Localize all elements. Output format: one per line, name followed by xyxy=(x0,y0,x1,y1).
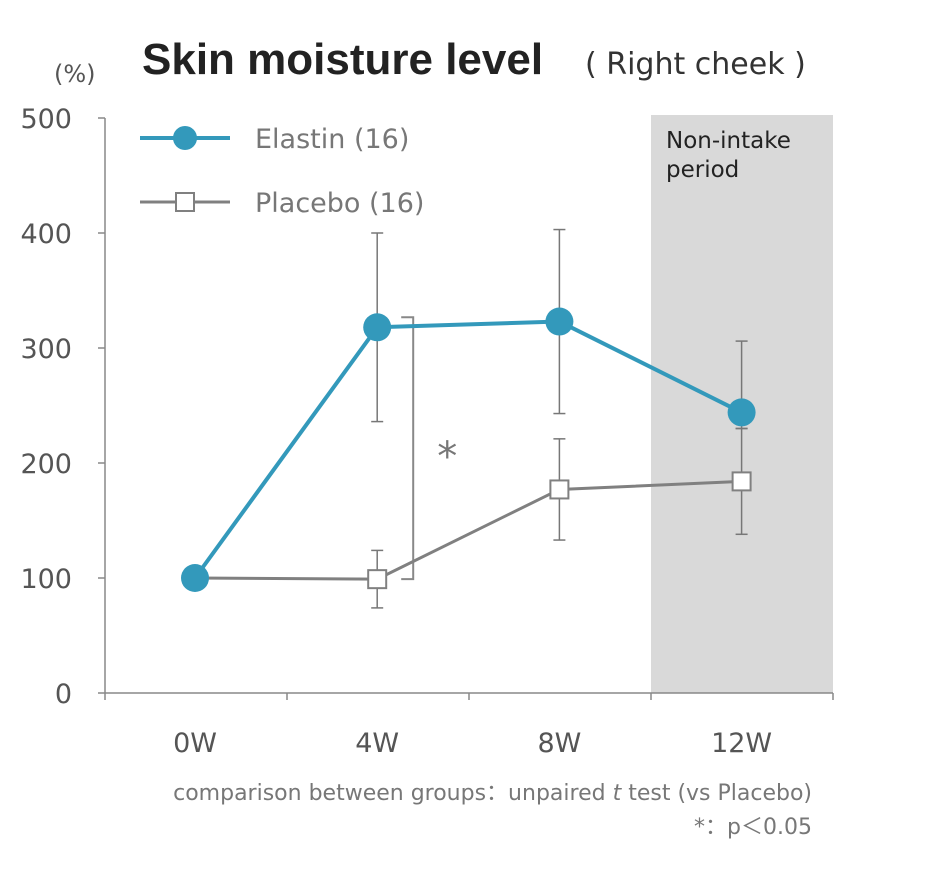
legend-elastin-marker xyxy=(173,126,197,150)
legend-elastin-label: Elastin (16) xyxy=(255,124,409,155)
x-tick-label: 8W xyxy=(537,728,581,759)
y-tick-label: 200 xyxy=(20,449,72,480)
legend-placebo-marker xyxy=(175,192,195,212)
series-line-placebo xyxy=(194,479,742,581)
y-tick-label: 400 xyxy=(20,219,72,250)
significance-label: * xyxy=(437,434,457,480)
placebo-point xyxy=(367,569,388,590)
legend: Elastin (16) Placebo (16) xyxy=(140,124,424,219)
elastin-point xyxy=(363,313,392,342)
x-tick-label: 0W xyxy=(173,728,217,759)
x-tick-label: 12W xyxy=(711,728,772,759)
y-tick-label: 100 xyxy=(20,564,72,595)
non-intake-label-1: Non-intake xyxy=(666,128,791,154)
significance-bracket xyxy=(401,316,415,581)
elastin-point xyxy=(545,307,574,336)
footnote-significance: *：p＜0.05 xyxy=(694,815,812,840)
series-line-elastin xyxy=(193,319,743,580)
chart-title: Skin moisture level xyxy=(142,35,543,84)
y-tick-label: 300 xyxy=(20,334,72,365)
elastin-point xyxy=(727,398,756,427)
chart-subtitle: ( Right cheek ) xyxy=(585,47,806,82)
y-tick-label: 500 xyxy=(20,104,72,135)
y-axis-unit: (%) xyxy=(54,60,96,88)
placebo-point xyxy=(549,479,570,500)
x-tick-label: 4W xyxy=(355,728,399,759)
legend-placebo-label: Placebo (16) xyxy=(255,188,424,219)
footnote-test: comparison between groups：unpaired t tes… xyxy=(173,781,812,806)
placebo-point xyxy=(731,471,752,492)
elastin-point xyxy=(181,564,209,592)
y-tick-label: 0 xyxy=(55,679,72,710)
non-intake-label-2: period xyxy=(666,157,739,183)
